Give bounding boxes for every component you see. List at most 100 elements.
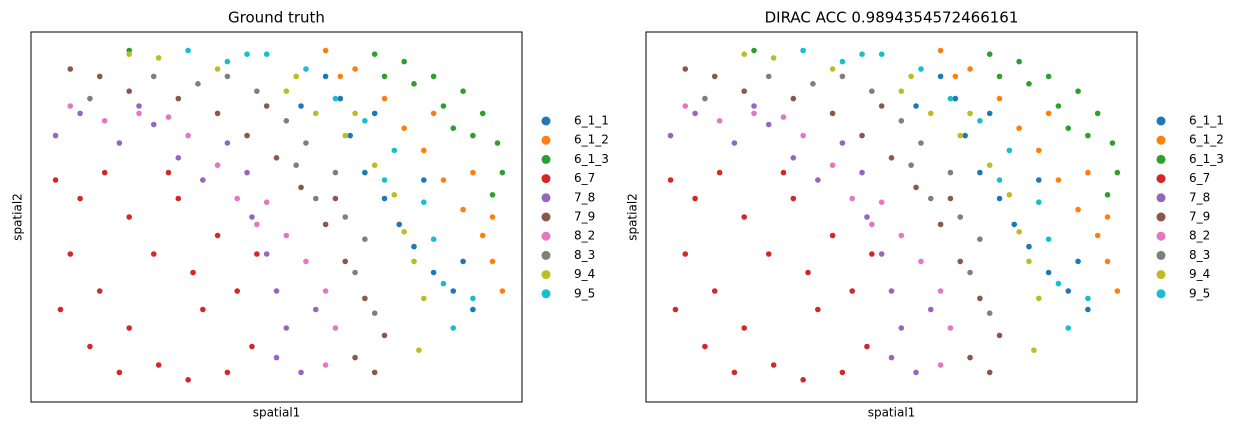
point xyxy=(362,236,368,242)
point xyxy=(977,118,983,124)
point xyxy=(952,73,959,80)
point xyxy=(790,95,797,102)
point xyxy=(371,310,378,317)
legend-label: 9_5 xyxy=(574,286,595,300)
legend-marker xyxy=(541,270,551,280)
point xyxy=(741,88,747,94)
point xyxy=(790,195,797,202)
legend-marker xyxy=(541,135,551,145)
y-axis-label: spatial2 xyxy=(626,193,640,241)
point xyxy=(864,343,870,350)
point xyxy=(869,88,875,94)
point xyxy=(731,369,738,376)
point xyxy=(859,51,865,57)
point xyxy=(150,251,157,257)
point xyxy=(470,132,476,139)
point xyxy=(672,306,679,313)
point xyxy=(489,192,496,198)
point xyxy=(741,51,747,57)
point xyxy=(421,177,427,183)
point xyxy=(150,73,157,80)
point xyxy=(126,325,132,331)
point xyxy=(234,288,241,294)
point xyxy=(849,288,856,294)
point xyxy=(996,73,1003,80)
point xyxy=(126,214,132,220)
point xyxy=(116,369,123,376)
legend-label: 7_9 xyxy=(1189,210,1210,224)
point xyxy=(312,306,319,313)
point xyxy=(888,288,895,294)
point xyxy=(371,162,378,168)
point xyxy=(765,121,772,128)
point xyxy=(1094,110,1101,117)
point xyxy=(898,88,905,94)
point xyxy=(381,195,388,202)
legend-marker xyxy=(1156,193,1166,203)
point xyxy=(1036,295,1042,302)
point xyxy=(430,73,437,80)
legend-marker xyxy=(541,289,551,299)
point xyxy=(1114,288,1121,294)
point xyxy=(214,110,221,117)
point xyxy=(337,73,344,80)
point xyxy=(986,162,993,168)
point xyxy=(1104,192,1111,198)
point xyxy=(1104,258,1111,265)
point xyxy=(234,195,241,202)
point xyxy=(322,362,329,368)
point xyxy=(927,195,934,202)
point xyxy=(751,110,757,117)
legend-label: 7_8 xyxy=(1189,190,1210,204)
point xyxy=(312,110,319,117)
point xyxy=(937,73,944,80)
point xyxy=(52,132,59,139)
legend-marker xyxy=(1156,154,1166,164)
point xyxy=(805,269,811,276)
point xyxy=(401,58,407,65)
point xyxy=(352,66,358,72)
point xyxy=(175,195,182,202)
point xyxy=(489,258,496,265)
point xyxy=(283,88,290,94)
point xyxy=(765,73,772,80)
point xyxy=(322,47,329,54)
point xyxy=(263,51,270,57)
legend-marker xyxy=(1156,270,1166,280)
legend-label: 6_1_2 xyxy=(1189,133,1224,147)
point xyxy=(96,288,103,294)
point xyxy=(918,66,924,72)
point xyxy=(682,66,689,72)
point xyxy=(371,369,378,376)
point xyxy=(87,95,93,102)
point xyxy=(692,110,698,117)
point xyxy=(303,258,309,265)
point xyxy=(947,95,954,102)
legend-label: 6_1_3 xyxy=(1189,152,1224,166)
point xyxy=(1104,214,1111,220)
point xyxy=(155,362,162,368)
point xyxy=(391,147,398,154)
point xyxy=(996,332,1003,339)
legend-label: 8_2 xyxy=(1189,229,1210,243)
point xyxy=(224,73,231,80)
point xyxy=(1016,229,1022,235)
legend-label: 8_2 xyxy=(574,229,595,243)
point xyxy=(479,232,486,239)
point xyxy=(977,169,983,176)
point xyxy=(967,110,973,117)
point xyxy=(362,118,368,124)
point xyxy=(702,343,708,350)
x-axis-label: spatial1 xyxy=(253,406,301,420)
point xyxy=(371,110,378,117)
point xyxy=(829,110,836,117)
point xyxy=(440,177,447,183)
point xyxy=(499,288,506,294)
point xyxy=(1031,347,1037,354)
legend-label: 9_4 xyxy=(574,267,595,281)
point xyxy=(77,110,83,117)
point xyxy=(298,369,304,376)
legend-marker xyxy=(541,231,551,241)
point xyxy=(263,103,270,109)
point xyxy=(283,325,290,331)
